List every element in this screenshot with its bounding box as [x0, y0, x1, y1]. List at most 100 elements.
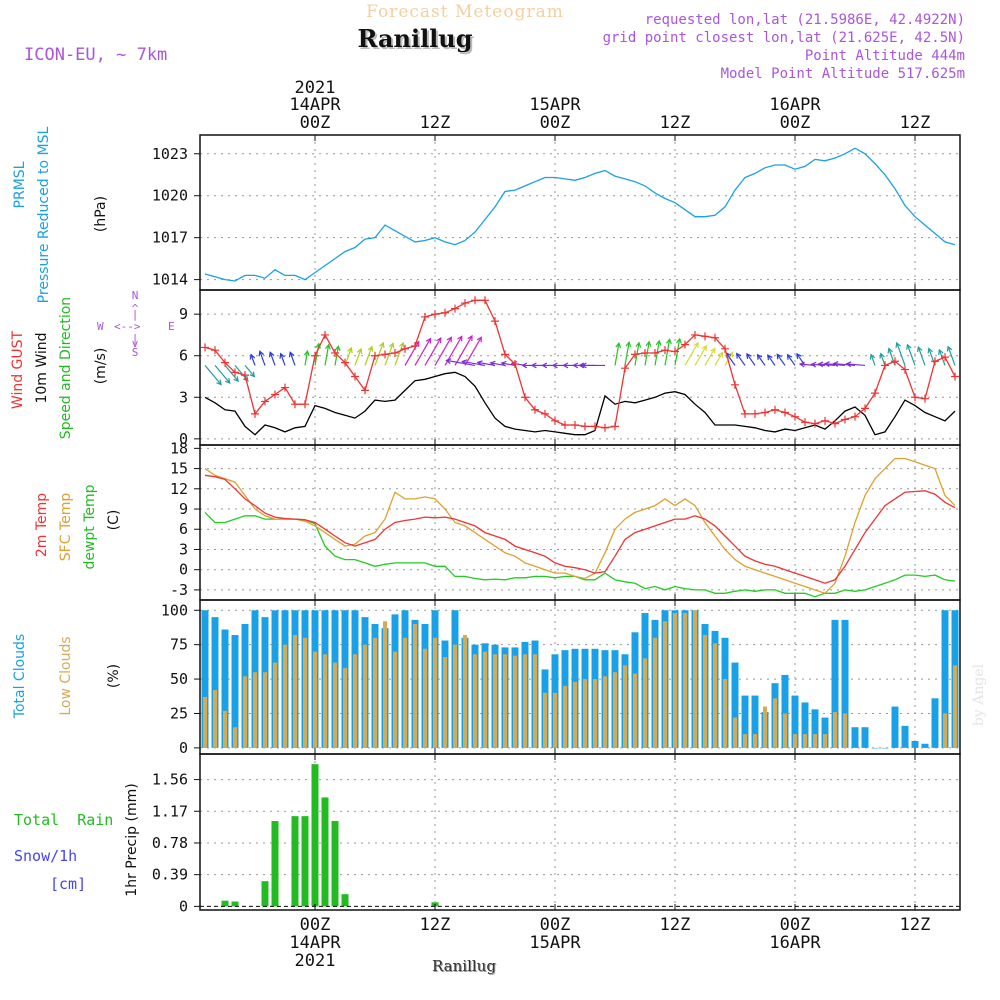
wind-arrow: [704, 348, 716, 366]
top-time-date: 16APR: [769, 95, 821, 115]
gust-marker: [261, 397, 269, 406]
y-tick-label: 3: [179, 540, 188, 558]
gust-marker: [771, 405, 779, 414]
wind-arrow-head: [562, 362, 569, 369]
wind-arrow-head: [887, 347, 893, 354]
low-cloud-bar: [743, 734, 747, 748]
low-cloud-bar: [293, 635, 297, 748]
compass-east: E: [168, 320, 175, 333]
gust-marker: [571, 420, 579, 429]
gust-marker: [641, 348, 649, 357]
y-tick-label: 0: [179, 897, 188, 915]
gust-marker: [521, 393, 529, 402]
snow-unit: [cm]: [50, 875, 86, 893]
gust-marker: [321, 330, 329, 339]
y-tick-label: 3: [179, 388, 188, 406]
rain-bar: [271, 821, 279, 907]
low-cloud-bar: [403, 637, 407, 748]
temp-unit: (C): [106, 510, 122, 531]
requested-coords: requested lon,lat (21.5986E, 42.4922N): [645, 12, 965, 28]
total-cloud-bar: [211, 617, 219, 748]
panel-clouds: 0 25 50 75 100: [161, 599, 961, 757]
wind-arrow-head: [756, 353, 763, 360]
low-cloud-bar: [393, 651, 397, 748]
compass-north: N: [132, 289, 139, 302]
wind-arrow-head: [399, 341, 405, 348]
wind-unit: (m/s): [93, 348, 109, 385]
rain-bar: [301, 816, 309, 907]
rain-bar: [331, 821, 339, 907]
low-cloud-bar: [243, 676, 247, 748]
wind-arrow-head: [551, 362, 558, 369]
low-cloud-bar: [543, 692, 547, 748]
rain-label: Total Rain: [14, 811, 113, 829]
low-cloud-bar: [353, 654, 357, 748]
wind-arrow-head: [767, 354, 773, 361]
wind-arrow: [374, 342, 384, 366]
gust-marker: [251, 409, 259, 418]
wind-arrow: [434, 336, 452, 366]
wind-arrow: [304, 351, 309, 366]
low-cloud-bar: [843, 713, 847, 748]
gust-marker: [931, 357, 939, 366]
wind-arrow: [224, 365, 239, 382]
wind-arrow: [736, 353, 746, 366]
wind-arrow-head: [249, 353, 256, 360]
wind-arrow-head: [379, 341, 385, 348]
wind-arrow-head: [701, 344, 707, 351]
total-cloud-bar: [851, 727, 859, 748]
wind-arrow-head: [798, 361, 805, 368]
compass-west: W: [97, 320, 104, 333]
gust-marker: [731, 380, 739, 389]
plot-area: 10141017102010230369-3036912151802550751…: [152, 78, 961, 971]
low-cloud-bar: [463, 635, 467, 748]
low-cloud-bar: [563, 685, 567, 748]
y-tick-label: 1.56: [152, 771, 188, 789]
wind-arrow-head: [879, 352, 885, 359]
wind-arrow-head: [242, 375, 249, 382]
footer-station: Ranillug: [432, 957, 496, 975]
gust-marker: [391, 348, 399, 357]
gust-marker: [311, 351, 319, 360]
gust-marker: [871, 389, 879, 398]
gust-marker: [401, 344, 409, 353]
y-tick-label: 1.17: [152, 802, 188, 820]
gust-marker: [241, 371, 249, 380]
wind-arrow-head: [436, 337, 442, 344]
low-cloud-bar: [723, 679, 727, 748]
wind-arrow-head: [916, 345, 923, 353]
gust-marker: [751, 409, 759, 418]
low-cloud-bar: [373, 637, 377, 748]
gust-marker: [291, 400, 299, 409]
gust-marker: [611, 422, 619, 431]
low-cloud-bar: [753, 734, 757, 748]
gust-marker: [481, 296, 489, 305]
bottom-time-hour: 00Z: [540, 915, 571, 935]
wind-arrow: [906, 344, 916, 366]
y-tick-label: 6: [179, 520, 188, 538]
low-cloud-bar: [693, 610, 697, 748]
wind-arrow: [714, 352, 724, 366]
low-cloud-bar: [793, 734, 797, 748]
low-cloud-bar: [713, 643, 717, 748]
wind-arrow: [324, 344, 330, 366]
low-cloud-bar: [303, 637, 307, 748]
total-cloud-bar: [901, 725, 909, 748]
low-cloud-bar: [553, 692, 557, 748]
total-cloud-bar: [921, 743, 929, 748]
wind-arrow-head: [425, 337, 432, 344]
wind-arrow-head: [946, 345, 953, 352]
y-tick-label: 75: [170, 636, 188, 654]
total-cloud-bar: [801, 702, 809, 748]
y-tick-label: 0: [179, 561, 188, 579]
wind-arrow-head: [541, 362, 548, 369]
bottom-time-date: 16APR: [769, 933, 821, 953]
rain-bar: [341, 894, 349, 907]
gust-marker: [451, 304, 459, 313]
low-cloud-bar: [263, 672, 267, 748]
svg-text:v: v: [132, 337, 139, 350]
low-cloud-bar: [643, 658, 647, 748]
top-time-hour: 00Z: [300, 113, 331, 133]
rain-bar: [291, 816, 299, 907]
low-cloud-bar: [623, 665, 627, 748]
